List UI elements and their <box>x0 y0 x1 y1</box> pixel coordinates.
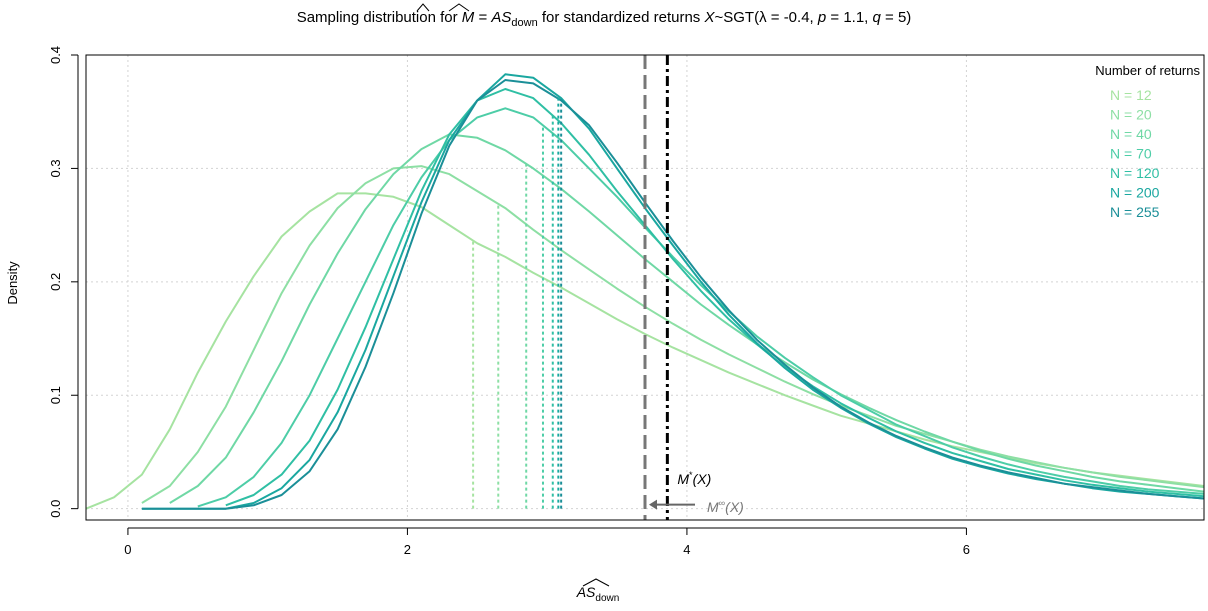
x-axis-label: ASdown <box>576 578 620 604</box>
series-line <box>141 165 1205 504</box>
svg-text:ASdown: ASdown <box>576 584 620 604</box>
legend-entry: N = 70 <box>1110 146 1152 162</box>
m-inf-arrowhead <box>649 499 657 510</box>
y-tick-label: 0.4 <box>48 46 63 64</box>
legend-entry: N = 12 <box>1110 87 1152 103</box>
legend-entry: N = 20 <box>1110 107 1152 123</box>
y-tick-label: 0.3 <box>48 159 63 177</box>
x-tick-label: 2 <box>404 542 411 557</box>
x-tick-label: 4 <box>683 542 690 557</box>
m-star-label: M*(X) <box>677 470 711 487</box>
y-tick-label: 0.0 <box>48 500 63 518</box>
reference-lines: M*(X) M∞(X) <box>643 55 744 520</box>
y-tick-label: 0.2 <box>48 273 63 291</box>
x-axis-ticks: 0 2 4 6 <box>124 527 970 557</box>
chart-title: Sampling distribution for M = ASdown for… <box>297 9 912 29</box>
x-label-hat <box>582 578 610 587</box>
legend-entry: N = 200 <box>1110 185 1160 201</box>
title-hat-m <box>416 3 430 12</box>
series-line <box>141 79 1205 510</box>
series-line <box>85 192 1205 510</box>
legend-entry: N = 40 <box>1110 126 1152 142</box>
series-lines <box>85 73 1205 510</box>
y-tick-label: 0.1 <box>48 386 63 404</box>
series-line <box>225 88 1205 507</box>
x-tick-label: 6 <box>963 542 970 557</box>
legend-entry: N = 120 <box>1110 165 1160 181</box>
m-inf-label: M∞(X) <box>707 498 744 515</box>
series-line <box>197 107 1205 508</box>
y-axis-label: Density <box>5 261 20 305</box>
x-tick-label: 0 <box>124 542 131 557</box>
title-hat-as <box>448 3 470 12</box>
mean-lines <box>472 96 563 509</box>
plot-frame <box>85 54 1205 521</box>
legend-entry: N = 255 <box>1110 204 1160 220</box>
series-line <box>141 73 1205 510</box>
series-line <box>169 133 1205 504</box>
legend-title: Number of returns <box>1095 63 1200 78</box>
legend: Number of returns N = 12 N = 20 N = 40 N = … <box>1095 63 1200 220</box>
y-axis-ticks: 0.0 0.1 0.2 0.3 0.4 <box>48 46 79 518</box>
